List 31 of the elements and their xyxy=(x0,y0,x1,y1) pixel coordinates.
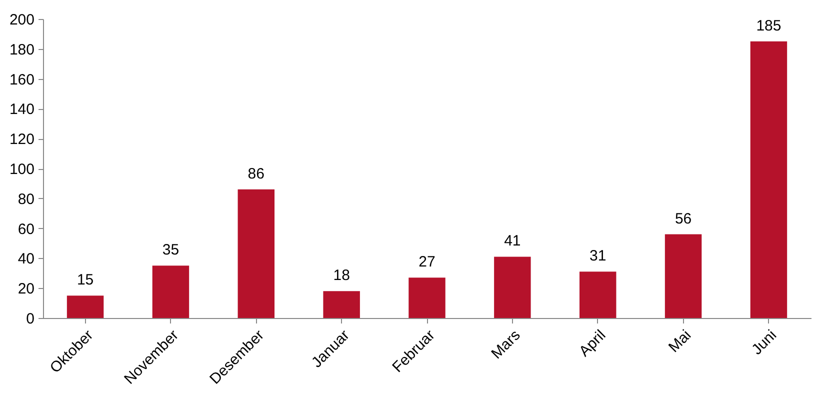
data-label: 15 xyxy=(76,272,94,289)
data-label: 185 xyxy=(756,17,782,34)
y-tick-label: 20 xyxy=(18,280,34,298)
bar xyxy=(323,291,360,318)
data-label: 27 xyxy=(418,254,436,271)
bar xyxy=(238,189,275,318)
y-tick-label: 180 xyxy=(9,41,34,58)
y-tick-label: 100 xyxy=(9,161,34,178)
bar xyxy=(152,266,190,318)
y-tick-label: 140 xyxy=(9,101,34,118)
data-label: 56 xyxy=(674,210,692,228)
x-tick-label: Juni xyxy=(748,326,780,358)
data-label: 35 xyxy=(162,242,180,259)
bar xyxy=(579,272,616,318)
bar xyxy=(66,296,104,318)
y-tick-label: 40 xyxy=(18,250,34,268)
bar xyxy=(494,256,531,318)
x-tick-label: Mai xyxy=(665,326,695,356)
data-label: 18 xyxy=(333,267,350,284)
y-tick-label: 60 xyxy=(18,220,34,238)
data-label: 86 xyxy=(248,165,264,182)
y-tick-label: 120 xyxy=(9,131,34,148)
data-label: 31 xyxy=(590,248,606,265)
y-tick-label: 200 xyxy=(9,12,34,28)
y-tick-label: 0 xyxy=(26,310,34,328)
y-tick-label: 160 xyxy=(9,71,34,88)
y-tick-label: 80 xyxy=(18,190,34,208)
bar xyxy=(408,278,446,318)
bar xyxy=(664,234,702,318)
bar xyxy=(750,41,788,318)
data-label: 41 xyxy=(504,232,521,250)
